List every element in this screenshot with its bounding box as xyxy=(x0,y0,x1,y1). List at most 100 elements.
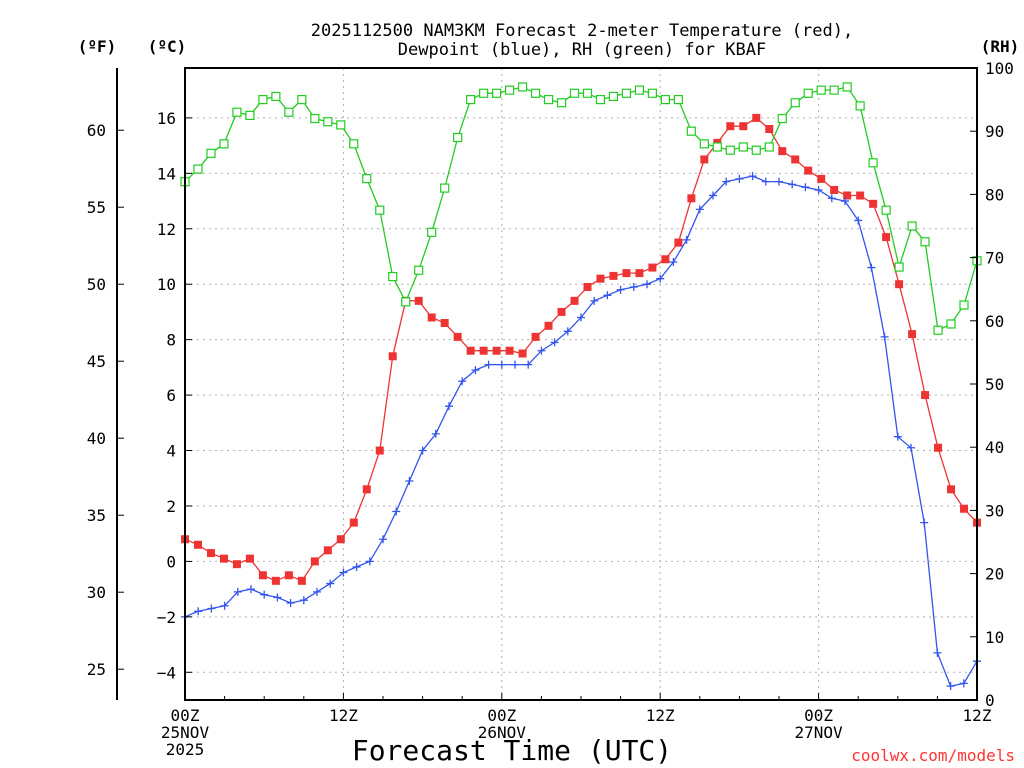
x-tick-label: 12Z xyxy=(646,706,675,725)
rh-point xyxy=(712,142,722,152)
rh-point xyxy=(232,107,242,117)
dewpoint-point xyxy=(524,360,533,369)
rh-point xyxy=(816,85,826,95)
temperature-point xyxy=(817,174,826,183)
rh-point xyxy=(530,88,541,98)
temperature-point xyxy=(752,113,761,122)
rh-point xyxy=(660,94,670,105)
rh-tick-label: 70 xyxy=(985,249,1004,268)
dewpoint-point xyxy=(326,579,335,588)
temperature-point xyxy=(453,332,462,341)
rh-point xyxy=(959,300,969,310)
x-tick-label: 12Z xyxy=(963,706,992,725)
rh-point xyxy=(193,164,203,174)
rh-point xyxy=(686,126,696,136)
series-layer xyxy=(180,82,982,691)
rh-point xyxy=(764,142,774,152)
temperature-point xyxy=(427,313,436,322)
temperature-point xyxy=(869,199,878,208)
temperature-point xyxy=(544,321,553,330)
temperature-point xyxy=(258,571,267,580)
dewpoint-point xyxy=(695,205,704,214)
temperature-point xyxy=(934,443,943,452)
f-tick-label: 40 xyxy=(87,429,106,448)
temperature-point xyxy=(635,269,644,278)
temperature-point xyxy=(310,557,319,566)
rh-point xyxy=(440,183,450,193)
dewpoint-point xyxy=(920,518,929,527)
temperature-point xyxy=(804,166,813,175)
dewpoint-point xyxy=(458,377,467,386)
dewpoint-point xyxy=(603,291,612,300)
x-tick-label: 27NOV xyxy=(795,723,844,742)
temperature-point xyxy=(856,191,865,200)
dewpoint-point xyxy=(748,172,757,181)
temperature-point xyxy=(232,560,241,569)
rh-point xyxy=(336,120,346,130)
rh-point xyxy=(206,148,216,158)
dewpoint-point xyxy=(286,598,295,607)
dewpoint-point xyxy=(392,507,401,516)
dewpoint-point xyxy=(550,338,559,347)
rh-tick-label: 0 xyxy=(985,691,995,710)
rh-point xyxy=(349,139,359,149)
dewpoint-point xyxy=(365,557,374,566)
dewpoint-point xyxy=(775,177,783,186)
rh-point xyxy=(569,88,580,98)
temperature-point xyxy=(622,269,631,278)
temperature-point xyxy=(492,346,501,355)
series-temperature xyxy=(181,113,981,585)
x-tick-label: 26NOV xyxy=(478,723,527,742)
rh-tick-label: 100 xyxy=(985,59,1014,78)
rh-point xyxy=(634,85,645,95)
temperature-line xyxy=(184,117,978,582)
dewpoint-point xyxy=(893,432,902,441)
rh-point xyxy=(556,98,567,108)
temperature-point xyxy=(960,504,969,513)
dewpoint-point xyxy=(497,360,506,369)
f-tick-label: 45 xyxy=(87,352,106,371)
dewpoint-point xyxy=(656,274,665,283)
rh-point xyxy=(504,85,515,95)
temperature-point xyxy=(557,307,566,316)
temperature-point xyxy=(791,155,800,164)
celsius-unit-label: (ºC) xyxy=(148,37,187,56)
rh-point xyxy=(933,325,943,335)
x-axis-title: Forecast Time (UTC) xyxy=(352,734,672,767)
temperature-point xyxy=(882,233,891,242)
temperature-point xyxy=(323,546,332,555)
c-tick-label: 4 xyxy=(166,442,176,461)
temperature-point xyxy=(648,263,657,272)
temperature-point xyxy=(570,296,579,305)
c-tick-label: 16 xyxy=(157,109,176,128)
c-tick-label: 10 xyxy=(157,275,176,294)
temperature-point xyxy=(921,391,930,400)
rh-point xyxy=(881,205,891,215)
c-tick-label: −4 xyxy=(157,663,176,682)
dewpoint-point xyxy=(260,590,269,599)
f-tick-label: 55 xyxy=(87,198,106,217)
rh-point xyxy=(517,82,528,92)
rh-point xyxy=(803,88,813,98)
temperature-point xyxy=(700,155,709,164)
temperature-point xyxy=(661,255,670,264)
temperature-point xyxy=(947,485,956,494)
f-tick-label: 25 xyxy=(87,660,106,679)
rh-point xyxy=(543,94,554,105)
temperature-point xyxy=(687,194,696,203)
dewpoint-point xyxy=(854,216,863,225)
dewpoint-point xyxy=(445,402,453,411)
dewpoint-point xyxy=(682,235,691,244)
dewpoint-point xyxy=(709,191,717,200)
dewpoint-point xyxy=(814,185,823,194)
series-dewpoint xyxy=(181,172,981,691)
credit-label: coolwx.com/models xyxy=(851,746,1015,765)
rh-point xyxy=(595,94,606,105)
rh-point xyxy=(621,88,632,98)
rh-point xyxy=(492,88,502,98)
rh-point xyxy=(466,94,476,105)
rh-point xyxy=(582,88,593,98)
dewpoint-point xyxy=(339,568,348,577)
temperature-point xyxy=(739,122,748,131)
